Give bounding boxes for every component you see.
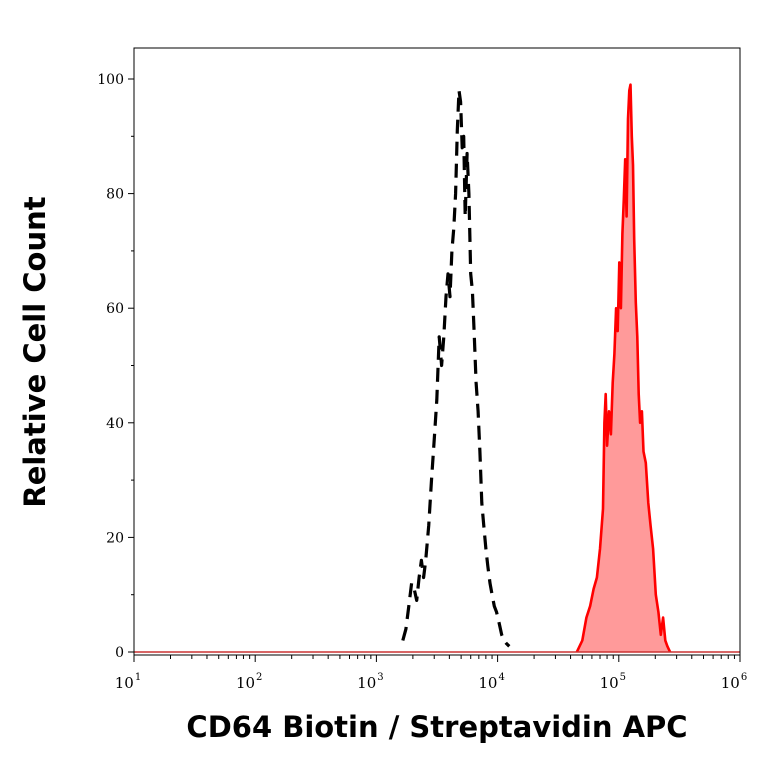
x-tick-label: 104 bbox=[478, 672, 504, 692]
series-1-line bbox=[401, 88, 511, 648]
y-tick-label: 80 bbox=[106, 187, 124, 203]
y-axis-title: Relative Cell Count bbox=[18, 196, 52, 507]
x-axis-title: CD64 Biotin / Streptavidin APC bbox=[186, 710, 687, 744]
x-tick-label: 102 bbox=[236, 672, 262, 692]
y-tick-label: 60 bbox=[106, 301, 124, 317]
series-2-fill bbox=[576, 84, 671, 652]
y-tick-label: 20 bbox=[106, 530, 124, 546]
y-tick-label: 100 bbox=[97, 72, 124, 88]
axis-ticks: 0 20 40 60 80 100 101 102 103 104 105 106 bbox=[97, 72, 747, 692]
x-tick-label: 106 bbox=[721, 672, 747, 692]
x-tick-label: 103 bbox=[357, 672, 383, 692]
y-tick-label: 0 bbox=[115, 645, 124, 661]
series-layer bbox=[134, 83, 740, 653]
plot-border bbox=[133, 47, 741, 656]
series-2-line bbox=[575, 83, 672, 653]
x-tick-label: 105 bbox=[600, 672, 626, 692]
plot-frame bbox=[133, 47, 741, 656]
y-tick-label: 40 bbox=[106, 416, 124, 432]
x-tick-label: 101 bbox=[115, 672, 141, 692]
